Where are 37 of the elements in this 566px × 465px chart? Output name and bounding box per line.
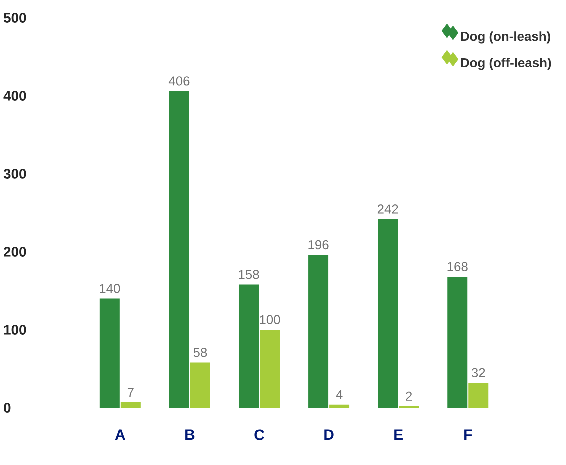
legend-label: Dog (on-leash) bbox=[461, 32, 550, 44]
y-tick-label: 400 bbox=[4, 91, 26, 101]
data-label: 32 bbox=[472, 368, 486, 378]
data-label: 196 bbox=[308, 240, 329, 250]
data-label: 2 bbox=[406, 392, 412, 401]
y-tick-label: 300 bbox=[4, 169, 26, 179]
x-tick-label: E bbox=[394, 430, 403, 440]
bar bbox=[120, 402, 141, 408]
bar bbox=[308, 255, 329, 408]
y-tick-label: 500 bbox=[4, 13, 26, 23]
y-tick-label: 200 bbox=[4, 247, 26, 257]
data-label: 58 bbox=[194, 348, 208, 358]
legend-label: Dog (off-leash) bbox=[461, 58, 552, 70]
x-tick-label: F bbox=[464, 430, 472, 440]
data-label: 100 bbox=[260, 315, 280, 324]
bar bbox=[448, 276, 468, 408]
bar bbox=[169, 91, 190, 408]
x-tick-label: D bbox=[324, 430, 334, 440]
x-tick-label: A bbox=[115, 430, 126, 440]
x-tick-label: B bbox=[186, 430, 195, 440]
bar bbox=[190, 362, 210, 408]
data-label: 140 bbox=[100, 284, 120, 294]
data-label: 4 bbox=[336, 390, 343, 400]
data-label: 158 bbox=[239, 270, 260, 280]
bar bbox=[238, 284, 259, 408]
bar bbox=[330, 404, 350, 408]
bar bbox=[468, 383, 489, 408]
data-label: 406 bbox=[168, 76, 190, 86]
data-label: 168 bbox=[448, 262, 468, 272]
bar bbox=[100, 298, 120, 408]
bar bbox=[378, 219, 398, 408]
data-label: 7 bbox=[128, 388, 134, 398]
y-tick-label: 0 bbox=[4, 403, 11, 413]
y-tick-label: 100 bbox=[4, 325, 26, 335]
bar bbox=[260, 330, 280, 408]
data-label: 242 bbox=[378, 204, 398, 214]
x-tick-label: C bbox=[254, 430, 264, 440]
